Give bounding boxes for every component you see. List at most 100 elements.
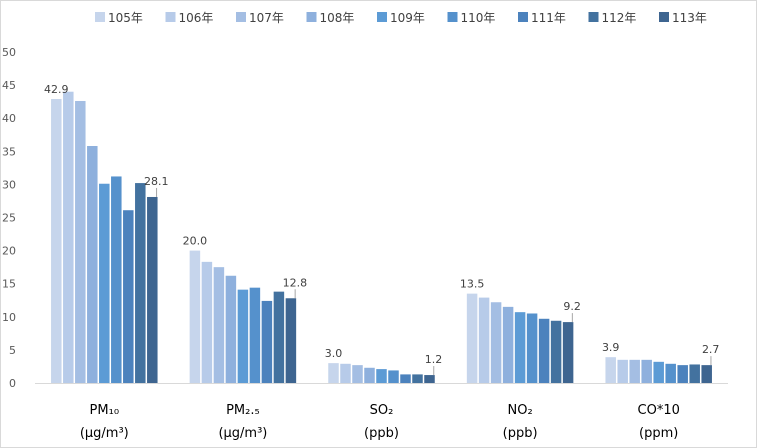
bar [99,183,110,383]
bar [629,359,640,383]
data-label: 3.0 [325,347,343,360]
bar [400,374,411,383]
legend-label: 108年 [320,11,355,25]
legend-label: 109年 [390,11,425,25]
bar [135,183,146,383]
bar [123,210,134,383]
bar [111,176,122,383]
y-tick-label: 45 [2,79,16,92]
category-unit-label: (ppb) [503,426,538,441]
bar [364,367,375,383]
bar [237,289,249,383]
legend-swatch [447,12,458,22]
bar [641,359,652,383]
legend-label: 107年 [249,11,284,25]
category-unit-label: (ppm) [639,426,678,441]
bar [677,365,688,383]
bar [340,363,351,383]
bar [51,99,62,383]
data-label: 28.1 [144,175,169,188]
data-label: 3.9 [602,341,620,354]
category-unit-label: (ppb) [364,426,399,441]
category-label: PM₂.₅ [226,403,260,418]
y-tick-label: 25 [2,212,16,225]
bar [466,293,478,383]
legend-label: 112年 [602,11,637,25]
bar [562,322,574,383]
legend-swatch [377,12,387,22]
legend: 105年 106年 107年 108年 109年 110年 111年 112年 113年 [95,11,707,25]
category-label: NO₂ [508,403,533,418]
bars [51,91,712,383]
legend-label: 111年 [531,11,566,25]
category-unit-label: (μg/m³) [218,426,267,441]
bar [285,298,297,383]
bar [502,306,514,383]
bar [273,291,285,383]
y-tick-label: 35 [2,145,16,158]
data-label: 13.5 [460,278,485,291]
data-labels: 42.9 28.1 20.0 12.8 3.0 1.2 13.5 9.2 3.9 2.7 [44,83,720,376]
y-tick-label: 5 [9,344,16,357]
category-unit-label: (μg/m³) [80,426,129,441]
bar [261,300,273,383]
data-label: 9.2 [563,300,581,313]
data-label: 12.8 [283,276,308,289]
bar [424,375,435,383]
legend-label: 113年 [672,11,707,25]
y-tick-label: 15 [2,278,16,291]
bar [201,261,213,383]
bar [478,297,490,383]
bar [75,100,86,383]
data-label: 42.9 [44,83,69,96]
bar [225,275,237,383]
y-tick-label: 30 [2,178,16,191]
data-label: 2.7 [702,343,720,356]
bar [490,302,502,383]
bar [665,363,676,383]
legend-label: 105年 [108,11,143,25]
bar [352,365,363,383]
data-label: 20.0 [183,235,208,248]
x-axis: PM₁₀ (μg/m³) PM₂.₅ (μg/m³) SO₂ (ppb) NO₂ (ppb) C… [80,403,680,441]
legend-swatch [518,12,528,22]
y-tick-label: 20 [2,245,16,258]
y-tick-label: 10 [2,311,16,324]
bar [87,146,98,383]
bar [189,250,201,383]
bar [538,318,550,383]
legend-swatch [306,12,317,22]
bar [412,374,423,383]
y-tick-label: 40 [2,112,16,125]
category-label: PM₁₀ [90,403,119,418]
bar [63,91,74,383]
legend-swatch [588,12,599,22]
data-label: 1.2 [425,353,443,366]
y-axis: 0 5 10 15 20 25 30 35 40 45 50 [2,46,728,390]
bar [526,313,538,383]
y-tick-label: 50 [2,46,16,59]
category-label: SO₂ [370,403,394,418]
bar [514,312,526,383]
bar [605,357,616,383]
bar [249,287,261,383]
bar [328,363,339,383]
legend-swatch [165,12,176,22]
bar [213,267,225,383]
legend-swatch [659,12,669,22]
y-tick-label: 0 [9,377,16,390]
legend-swatch [95,12,105,22]
legend-swatch [236,12,246,22]
bar [388,370,399,383]
bar [617,359,628,383]
bar [653,361,664,383]
legend-label: 106年 [179,11,214,25]
bar [376,369,387,383]
bar [550,320,562,383]
bar [147,196,158,383]
bar [701,365,712,383]
legend-label: 110年 [461,11,496,25]
category-label: CO*10 [638,403,680,418]
bar [689,364,700,383]
